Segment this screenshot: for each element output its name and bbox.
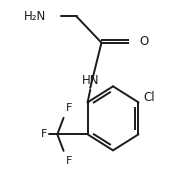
Text: H₂N: H₂N — [24, 10, 46, 23]
Text: Cl: Cl — [144, 91, 155, 104]
Text: O: O — [140, 35, 149, 48]
Text: HN: HN — [82, 74, 99, 87]
Text: F: F — [66, 103, 72, 113]
Text: F: F — [41, 129, 47, 139]
Text: F: F — [66, 156, 72, 166]
